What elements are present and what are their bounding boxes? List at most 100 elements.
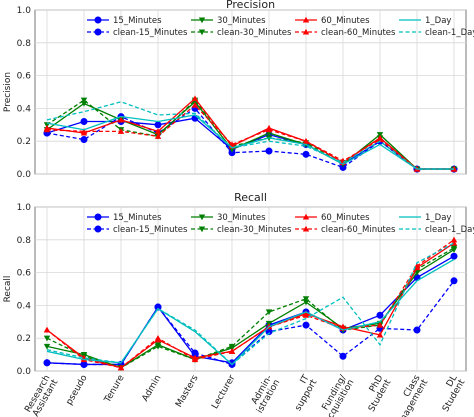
legend-label: clean-1_Day xyxy=(425,225,474,235)
y-tick-label: 0.8 xyxy=(17,39,32,49)
legend-marker xyxy=(302,213,310,220)
legend-marker xyxy=(94,28,102,36)
legend-marker xyxy=(198,226,206,233)
legend-item-clean-15-minutes: clean-15_Minutes xyxy=(87,28,188,38)
legend-item-clean-1-day: clean-1_Day xyxy=(399,28,474,38)
data-point xyxy=(376,136,384,143)
x-tick-label: Lecturer xyxy=(210,373,237,411)
x-tick-label: Admin-istration xyxy=(247,374,282,416)
data-point xyxy=(117,128,125,134)
data-point xyxy=(117,364,125,371)
y-tick-label: 0.6 xyxy=(17,269,32,279)
legend-marker xyxy=(198,214,206,221)
legend-marker xyxy=(94,16,102,24)
x-tick-label: DLStudent xyxy=(433,373,467,414)
data-point xyxy=(302,312,310,318)
legend-item-clean-30-minutes: clean-30_Minutes xyxy=(191,28,292,38)
x-tick-label: pseudo xyxy=(65,373,90,407)
data-point xyxy=(154,303,162,311)
legend-item-15-minutes: 15_Minutes xyxy=(87,16,162,26)
legend-marker xyxy=(302,28,310,35)
data-point xyxy=(302,150,310,158)
x-tick-label-line: Tenure xyxy=(102,373,126,405)
data-point xyxy=(154,121,162,129)
x-tick-label-line: pseudo xyxy=(65,373,90,407)
data-point xyxy=(376,311,384,319)
series-line xyxy=(46,104,454,170)
y-tick-label: 0.0 xyxy=(17,170,32,180)
legend: 15_Minutes clean-15_Minutes 30_Minutesclea… xyxy=(87,213,474,235)
legend-label: 60_Minutes xyxy=(321,213,370,223)
y-tick-label: 0.2 xyxy=(17,137,31,147)
chart-title: Recall xyxy=(234,191,267,204)
legend-label: 30_Minutes xyxy=(217,16,266,26)
series-1-day xyxy=(46,114,454,170)
legend-label: 15_Minutes xyxy=(113,213,162,223)
legend-label: clean-30_Minutes xyxy=(217,225,292,235)
legend-item-30-minutes: 30_Minutes xyxy=(191,213,266,223)
data-point xyxy=(339,352,347,360)
legend-item-1-day: 1_Day xyxy=(399,16,451,26)
x-tick-label: Funding/acquisition xyxy=(316,373,357,417)
x-tick-label: ResearchAssistant xyxy=(23,373,60,417)
series-1-day xyxy=(46,258,455,366)
data-point xyxy=(154,343,162,350)
y-tick-label: 1.0 xyxy=(17,6,32,16)
data-point xyxy=(80,97,88,104)
legend-item-clean-1-day: clean-1_Day xyxy=(399,225,474,235)
legend-marker xyxy=(198,17,206,24)
series-clean-1-day xyxy=(46,101,454,170)
data-point xyxy=(302,296,310,303)
legend-label: 60_Minutes xyxy=(321,16,370,26)
data-point xyxy=(154,128,162,134)
data-point xyxy=(43,126,51,133)
data-point xyxy=(191,101,199,108)
data-point xyxy=(450,252,458,260)
series-line xyxy=(46,114,454,170)
legend-marker xyxy=(302,16,310,23)
data-point xyxy=(80,100,88,107)
legend: 15_Minutes clean-15_Minutes 30_Minutesclea… xyxy=(87,16,474,38)
data-point xyxy=(450,277,458,285)
x-tick-label: ITsupport xyxy=(286,373,320,413)
legend-label: 30_Minutes xyxy=(217,213,266,223)
data-point xyxy=(80,118,88,126)
y-tick-label: 0.2 xyxy=(17,334,31,344)
legend-label: 1_Day xyxy=(425,213,451,223)
data-point xyxy=(80,136,88,144)
y-axis-label: Recall xyxy=(3,276,13,303)
data-point xyxy=(265,126,273,133)
data-point xyxy=(265,147,273,155)
series-line xyxy=(46,100,454,170)
x-tick-label-line: Admin xyxy=(141,374,164,404)
data-point xyxy=(450,245,458,252)
data-point xyxy=(43,326,51,333)
chart-title: Precision xyxy=(226,0,275,11)
series-line xyxy=(46,107,454,170)
legend-label: clean-15_Minutes xyxy=(113,225,188,235)
legend-item-30-minutes: 30_Minutes xyxy=(191,16,266,26)
data-point xyxy=(191,95,199,102)
legend-label: 15_Minutes xyxy=(113,16,162,26)
x-tick-label: Tenure xyxy=(102,373,126,405)
data-point xyxy=(228,343,236,350)
series-line xyxy=(46,258,455,366)
data-point xyxy=(80,128,88,134)
legend-item-clean-30-minutes: clean-30_Minutes xyxy=(191,225,292,235)
legend-label: clean-60_Minutes xyxy=(321,28,396,38)
y-tick-label: 0.4 xyxy=(17,301,32,311)
data-point xyxy=(228,348,236,354)
data-point xyxy=(43,343,51,350)
data-point xyxy=(154,335,162,341)
data-point xyxy=(117,116,125,123)
legend-marker xyxy=(198,29,206,36)
legend-item-clean-60-minutes: clean-60_Minutes xyxy=(295,28,396,38)
y-tick-label: 0.4 xyxy=(17,104,32,114)
legend-label: clean-30_Minutes xyxy=(217,28,292,38)
x-tick-label: Classmanagement xyxy=(384,373,431,417)
x-tick-label: Masters xyxy=(174,373,201,409)
legend-label: clean-15_Minutes xyxy=(113,28,188,38)
y-tick-label: 0.8 xyxy=(17,236,32,246)
